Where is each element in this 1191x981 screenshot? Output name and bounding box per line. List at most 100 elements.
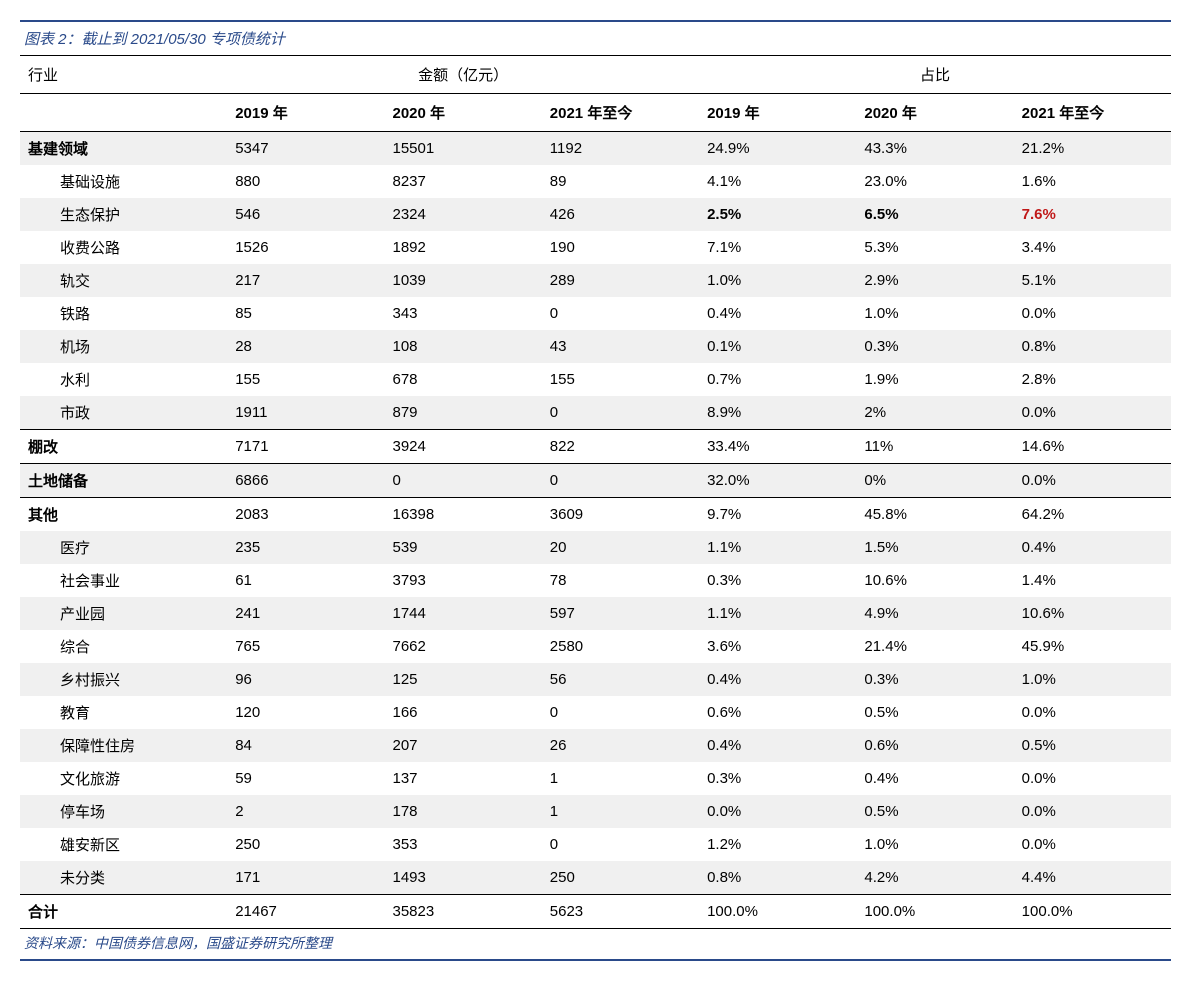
- table-row: 乡村振兴96125560.4%0.3%1.0%: [20, 663, 1171, 696]
- cell: 0: [542, 696, 699, 729]
- table-row: 未分类17114932500.8%4.2%4.4%: [20, 861, 1171, 895]
- cell: 880: [227, 165, 384, 198]
- cell: 5347: [227, 132, 384, 166]
- cell: 822: [542, 430, 699, 464]
- cell: 426: [542, 198, 699, 231]
- cell: 353: [384, 828, 541, 861]
- cell: 2%: [856, 396, 1013, 430]
- cell: 3609: [542, 498, 699, 532]
- cell: 6.5%: [856, 198, 1013, 231]
- cell: 10.6%: [1014, 597, 1171, 630]
- cell: 546: [227, 198, 384, 231]
- cell: 0.0%: [1014, 464, 1171, 498]
- row-name: 停车场: [20, 795, 227, 828]
- table-row: 文化旅游5913710.3%0.4%0.0%: [20, 762, 1171, 795]
- cell: 0.4%: [699, 663, 856, 696]
- cell: 155: [227, 363, 384, 396]
- cell: 2: [227, 795, 384, 828]
- cell: 250: [542, 861, 699, 895]
- cell: 4.9%: [856, 597, 1013, 630]
- cell: 96: [227, 663, 384, 696]
- row-name: 教育: [20, 696, 227, 729]
- cell: 879: [384, 396, 541, 430]
- table-row: 基础设施8808237894.1%23.0%1.6%: [20, 165, 1171, 198]
- cell: 100.0%: [856, 895, 1013, 929]
- cell: 0.0%: [1014, 795, 1171, 828]
- cell: 3793: [384, 564, 541, 597]
- cell: 0%: [856, 464, 1013, 498]
- table-container: 图表 2：截止到 2021/05/30 专项债统计 行业 金额（亿元） 占比 2…: [20, 20, 1171, 961]
- table-row: 保障性住房84207260.4%0.6%0.5%: [20, 729, 1171, 762]
- row-name: 社会事业: [20, 564, 227, 597]
- cell: 108: [384, 330, 541, 363]
- cell: 0.3%: [856, 663, 1013, 696]
- table-row: 水利1556781550.7%1.9%2.8%: [20, 363, 1171, 396]
- cell: 1892: [384, 231, 541, 264]
- cell: 678: [384, 363, 541, 396]
- cell: 166: [384, 696, 541, 729]
- table-row: 停车场217810.0%0.5%0.0%: [20, 795, 1171, 828]
- cell: 0.0%: [1014, 762, 1171, 795]
- cell: 1526: [227, 231, 384, 264]
- table-row: 产业园24117445971.1%4.9%10.6%: [20, 597, 1171, 630]
- row-name: 土地储备: [20, 464, 227, 498]
- cell: 0.0%: [1014, 828, 1171, 861]
- cell: 32.0%: [699, 464, 856, 498]
- cell: 0.0%: [1014, 396, 1171, 430]
- cell: 0.0%: [1014, 297, 1171, 330]
- row-name: 收费公路: [20, 231, 227, 264]
- cell: 21467: [227, 895, 384, 929]
- cell: 28: [227, 330, 384, 363]
- cell: 1911: [227, 396, 384, 430]
- table-row: 社会事业613793780.3%10.6%1.4%: [20, 564, 1171, 597]
- header-ratio-group: 占比: [699, 56, 1171, 94]
- table-body: 基建领域534715501119224.9%43.3%21.2%基础设施8808…: [20, 132, 1171, 929]
- header-year: 2019 年: [227, 94, 384, 132]
- row-name: 医疗: [20, 531, 227, 564]
- cell: 85: [227, 297, 384, 330]
- table-row: 医疗235539201.1%1.5%0.4%: [20, 531, 1171, 564]
- cell: 26: [542, 729, 699, 762]
- row-name: 棚改: [20, 430, 227, 464]
- table-row: 铁路8534300.4%1.0%0.0%: [20, 297, 1171, 330]
- cell: 1.5%: [856, 531, 1013, 564]
- cell: 61: [227, 564, 384, 597]
- cell: 6866: [227, 464, 384, 498]
- cell: 0.7%: [699, 363, 856, 396]
- cell: 7171: [227, 430, 384, 464]
- cell: 21.2%: [1014, 132, 1171, 166]
- cell: 1.1%: [699, 597, 856, 630]
- cell: 171: [227, 861, 384, 895]
- cell: 0: [542, 464, 699, 498]
- cell: 0.3%: [699, 564, 856, 597]
- row-name: 机场: [20, 330, 227, 363]
- data-table: 行业 金额（亿元） 占比 2019 年 2020 年 2021 年至今 2019…: [20, 55, 1171, 929]
- cell: 137: [384, 762, 541, 795]
- cell: 0.4%: [856, 762, 1013, 795]
- cell: 43: [542, 330, 699, 363]
- cell: 4.2%: [856, 861, 1013, 895]
- cell: 343: [384, 297, 541, 330]
- cell: 64.2%: [1014, 498, 1171, 532]
- table-row: 土地储备68660032.0%0%0.0%: [20, 464, 1171, 498]
- cell: 56: [542, 663, 699, 696]
- row-name: 乡村振兴: [20, 663, 227, 696]
- cell: 217: [227, 264, 384, 297]
- cell: 1192: [542, 132, 699, 166]
- row-name: 文化旅游: [20, 762, 227, 795]
- cell: 0.5%: [856, 795, 1013, 828]
- cell: 178: [384, 795, 541, 828]
- cell: 5.1%: [1014, 264, 1171, 297]
- cell: 289: [542, 264, 699, 297]
- header-year: 2019 年: [699, 94, 856, 132]
- table-row: 生态保护54623244262.5%6.5%7.6%: [20, 198, 1171, 231]
- cell: 20: [542, 531, 699, 564]
- cell: 1.6%: [1014, 165, 1171, 198]
- cell: 765: [227, 630, 384, 663]
- cell: 235: [227, 531, 384, 564]
- cell: 33.4%: [699, 430, 856, 464]
- cell: 0.4%: [1014, 531, 1171, 564]
- cell: 8237: [384, 165, 541, 198]
- cell: 539: [384, 531, 541, 564]
- row-name: 其他: [20, 498, 227, 532]
